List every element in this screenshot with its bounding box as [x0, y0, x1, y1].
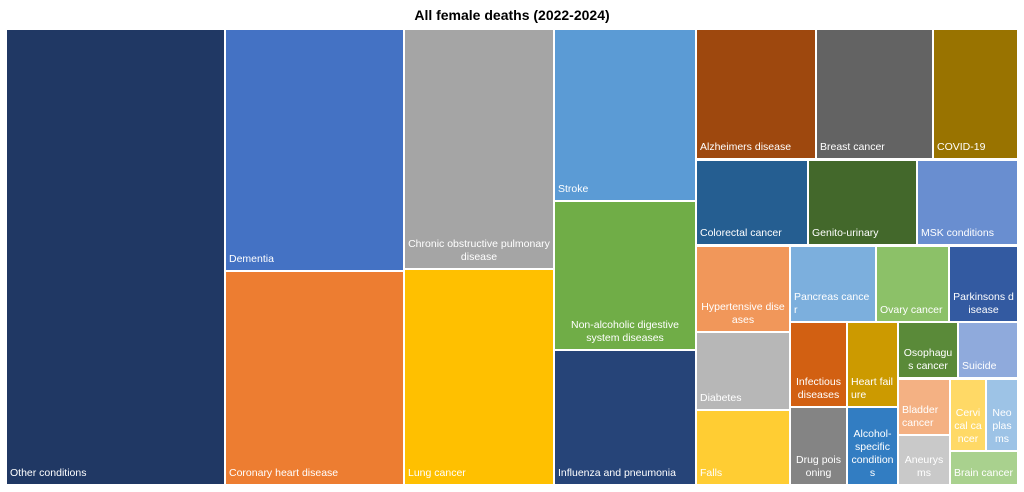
- treemap-cell-diabetes: Diabetes: [697, 333, 789, 409]
- treemap-cell-infectious-diseases: Infectious diseases: [791, 323, 846, 406]
- treemap-label: Breast cancer: [820, 141, 885, 153]
- treemap-label: Colorectal cancer: [700, 227, 782, 239]
- treemap-label: Chronic obstructive pulmonary disease: [408, 238, 550, 263]
- treemap-label: Neoplasms: [992, 407, 1012, 445]
- treemap-label: Non-alcoholic digestive system diseases: [571, 319, 679, 344]
- treemap-label: Brain cancer: [954, 467, 1013, 479]
- treemap-cell-hypertensive-diseases: Hypertensive diseases: [697, 247, 789, 331]
- treemap-cell-non-alcoholic-digestive-system-diseases: Non-alcoholic digestive system diseases: [555, 202, 695, 349]
- treemap-label: Suicide: [962, 360, 997, 372]
- treemap-label: Hypertensive diseases: [701, 301, 785, 326]
- treemap-cell-pancreas-cancer: Pancreas cancer: [791, 247, 875, 321]
- treemap-label: Stroke: [558, 183, 589, 195]
- treemap-label: Bladder cancer: [902, 404, 939, 429]
- treemap-label: MSK conditions: [921, 227, 994, 239]
- treemap-cell-bladder-cancer: Bladder cancer: [899, 380, 949, 434]
- treemap-label: Coronary heart disease: [229, 467, 339, 479]
- treemap-label: Parkinsons disease: [953, 291, 1014, 316]
- chart-title: All female deaths (2022-2024): [414, 7, 610, 23]
- treemap-cell-parkinsons-disease: Parkinsons disease: [950, 247, 1017, 321]
- treemap-cell-alcohol-specific-conditions: Alcohol-specific conditions: [848, 408, 897, 484]
- treemap-cell-chronic-obstructive-pulmonary-disease: Chronic obstructive pulmonary disease: [405, 30, 553, 268]
- treemap-label: Dementia: [229, 253, 274, 265]
- treemap-label: Diabetes: [700, 392, 742, 404]
- treemap-cell-neoplasms: Neoplasms: [987, 380, 1017, 450]
- treemap-label: Infectious diseases: [796, 376, 841, 401]
- treemap-cell-alzheimers-disease: Alzheimers disease: [697, 30, 815, 158]
- treemap-cell-brain-cancer: Brain cancer: [951, 452, 1017, 484]
- treemap-cell-cervical-cancer: Cervical cancer: [951, 380, 985, 450]
- treemap-cell-osophagus-cancer: Osophagus cancer: [899, 323, 957, 377]
- treemap-label: Cervical cancer: [954, 407, 982, 445]
- treemap-cell-heart-failure: Heart failure: [848, 323, 897, 406]
- treemap-label: Genito-urinary: [812, 227, 879, 239]
- treemap-label: Lung cancer: [408, 467, 466, 479]
- treemap-label: Falls: [700, 467, 723, 479]
- treemap-label: Ovary cancer: [880, 304, 943, 316]
- treemap-label: Pancreas cancer: [794, 291, 870, 316]
- treemap-cell-drug-poisoning: Drug poisoning: [791, 408, 846, 484]
- treemap-label: Aneurysms: [904, 454, 944, 479]
- treemap-cell-ovary-cancer: Ovary cancer: [877, 247, 948, 321]
- treemap-cell-colorectal-cancer: Colorectal cancer: [697, 161, 807, 244]
- treemap-cell-msk-conditions: MSK conditions: [918, 161, 1017, 244]
- treemap-cell-covid-19: COVID-19: [934, 30, 1017, 158]
- treemap-cell-breast-cancer: Breast cancer: [817, 30, 932, 158]
- treemap-label: Heart failure: [851, 376, 894, 401]
- treemap-cell-lung-cancer: Lung cancer: [405, 270, 553, 484]
- treemap-label: Alzheimers disease: [700, 141, 792, 153]
- treemap-cell-aneurysms: Aneurysms: [899, 436, 949, 484]
- treemap-label: Other conditions: [10, 467, 87, 479]
- treemap-cell-falls: Falls: [697, 411, 789, 484]
- treemap-label: COVID-19: [937, 141, 986, 153]
- treemap-cell-stroke: Stroke: [555, 30, 695, 200]
- treemap-cell-other-conditions: Other conditions: [7, 30, 224, 484]
- treemap-cell-dementia: Dementia: [226, 30, 403, 270]
- treemap-cell-influenza-and-pneumonia: Influenza and pneumonia: [555, 351, 695, 484]
- treemap-cell-suicide: Suicide: [959, 323, 1017, 377]
- treemap-label: Influenza and pneumonia: [558, 467, 676, 479]
- treemap-label: Drug poisoning: [796, 454, 841, 479]
- treemap-label: Osophagus cancer: [903, 347, 953, 372]
- treemap-label: Alcohol-specific conditions: [851, 428, 894, 479]
- treemap-cell-coronary-heart-disease: Coronary heart disease: [226, 272, 403, 484]
- treemap-cell-genito-urinary: Genito-urinary: [809, 161, 916, 244]
